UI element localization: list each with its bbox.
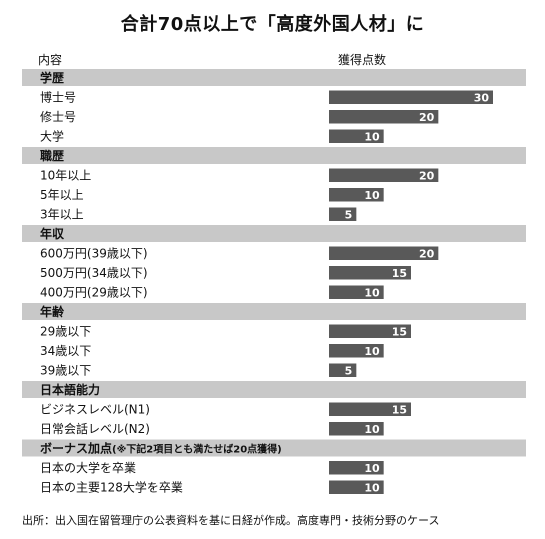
source-note: 出所：出入国在留管理庁の公表資料を基に日経が作成。高度専門・技術分野のケース: [22, 514, 440, 527]
score-bar: [329, 480, 384, 494]
section-header-bg: [22, 69, 526, 86]
section-header-bg: [22, 225, 526, 242]
section-header-bg: [22, 147, 526, 164]
score-value-label: 10: [364, 131, 380, 144]
score-value-label: 10: [364, 423, 380, 436]
section-header-bg: [22, 381, 526, 398]
section-header-label: 年齢: [40, 304, 65, 319]
category-label: 日本の大学を卒業: [40, 460, 136, 475]
category-label: 大学: [40, 129, 64, 144]
score-bar: [329, 188, 384, 202]
score-bar: [329, 422, 384, 436]
category-label: 3年以上: [40, 208, 84, 222]
score-column-header: 獲得点数: [338, 53, 387, 67]
score-value-label: 15: [392, 326, 407, 339]
score-value-label: 10: [364, 462, 380, 475]
category-label: 修士号: [40, 109, 76, 124]
category-label: 39歳以下: [40, 364, 91, 378]
section-header-label: 職歴: [40, 148, 64, 163]
score-bar: [329, 402, 411, 416]
score-value-label: 5: [345, 209, 353, 222]
score-value-label: 10: [364, 482, 380, 495]
score-value-label: 20: [419, 170, 435, 183]
section-header-label: 日本語能力: [40, 382, 100, 397]
category-label: 5年以上: [40, 188, 84, 202]
score-bar: [329, 461, 384, 475]
score-value-label: 5: [345, 365, 353, 378]
score-bar: [329, 246, 439, 260]
category-label: 34歳以下: [40, 344, 91, 358]
category-label: 10年以上: [40, 169, 91, 183]
section-header-label: 年収: [40, 226, 65, 241]
score-bar: [329, 363, 357, 377]
score-value-label: 10: [364, 189, 380, 202]
score-bar: [329, 129, 384, 143]
section-header-bg: [22, 303, 526, 320]
score-bar: [329, 344, 384, 358]
score-bar: [329, 168, 439, 182]
category-label: 日本の主要128大学を卒業: [40, 480, 183, 495]
category-label: ビジネスレベル(N1): [40, 403, 150, 417]
score-bar: [329, 266, 411, 280]
score-value-label: 10: [364, 345, 380, 358]
score-bar: [329, 110, 439, 124]
score-value-label: 10: [364, 287, 380, 300]
category-label: 600万円(39歳以下): [40, 247, 148, 261]
section-header-label: ボーナス加点(※下記2項目とも満たせば20点獲得): [40, 441, 282, 456]
section-header-label: 学歴: [40, 70, 64, 85]
score-bar: [329, 285, 384, 299]
score-value-label: 20: [419, 111, 435, 124]
score-value-label: 20: [419, 248, 435, 261]
category-label: 29歳以下: [40, 325, 91, 339]
chart-title: 合計70点以上で「高度外国人材」に: [120, 14, 425, 35]
score-bar: [329, 90, 493, 104]
score-value-label: 15: [392, 404, 407, 417]
category-label: 500万円(34歳以下): [40, 266, 148, 280]
category-label: 博士号: [40, 90, 76, 105]
content-column-header: 内容: [38, 53, 63, 67]
category-label: 日常会話レベル(N2): [40, 421, 150, 436]
score-bar: [329, 324, 411, 338]
score-bar: [329, 207, 357, 221]
section-header-bg: [22, 439, 526, 457]
score-value-label: 15: [392, 267, 407, 280]
category-label: 400万円(29歳以下): [40, 286, 148, 300]
score-value-label: 30: [474, 92, 490, 105]
